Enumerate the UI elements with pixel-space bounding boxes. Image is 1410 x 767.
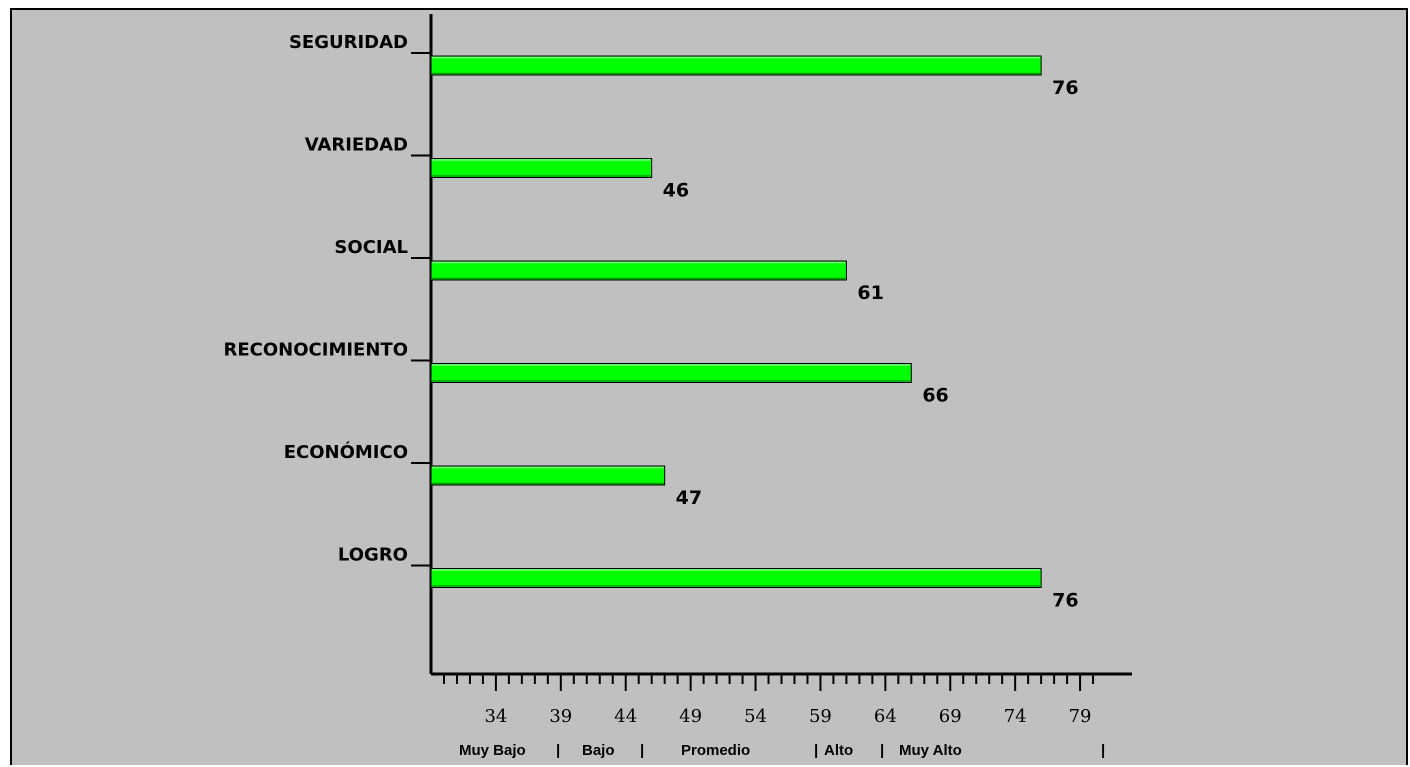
bar-0 bbox=[430, 55, 1042, 76]
band-separator-4: | bbox=[1101, 742, 1105, 759]
bars bbox=[430, 55, 1042, 588]
band-label-3: Alto bbox=[824, 742, 853, 759]
x-tick-label-5: 59 bbox=[809, 706, 832, 727]
x-tick-label-3: 49 bbox=[679, 706, 702, 727]
band-separator-3: | bbox=[880, 742, 884, 759]
band-label-4: Muy Alto bbox=[899, 742, 962, 759]
chart-frame: SEGURIDAD VARIEDAD SOCIAL RECONOCIMIENTO ECO… bbox=[10, 8, 1408, 765]
band-label-0: Muy Bajo bbox=[459, 742, 526, 759]
category-label-5: LOGRO bbox=[338, 545, 408, 566]
band-separator-1: | bbox=[640, 742, 644, 759]
bar-chart: SEGURIDAD VARIEDAD SOCIAL RECONOCIMIENTO ECO… bbox=[224, 14, 1132, 759]
band-separator-0: | bbox=[556, 742, 560, 759]
band-label-2: Promedio bbox=[681, 742, 750, 759]
category-label-3: RECONOCIMIENTO bbox=[224, 340, 409, 361]
value-label-5: 76 bbox=[1052, 590, 1078, 612]
band-labels: Muy Bajo | Bajo | Promedio | Alto | Muy Alto | bbox=[459, 742, 1105, 759]
value-label-3: 66 bbox=[922, 385, 948, 407]
x-tick-label-0: 34 bbox=[484, 706, 507, 727]
category-label-0: SEGURIDAD bbox=[289, 32, 408, 53]
category-labels: SEGURIDAD VARIEDAD SOCIAL RECONOCIMIENTO ECO… bbox=[224, 32, 431, 567]
bar-5 bbox=[430, 568, 1042, 588]
x-tick-label-6: 64 bbox=[874, 706, 897, 727]
category-label-2: SOCIAL bbox=[334, 237, 408, 258]
category-label-4: ECONÓMICO bbox=[284, 441, 408, 463]
x-tick-label-2: 44 bbox=[614, 706, 637, 727]
value-labels: 76 46 61 66 47 76 bbox=[663, 77, 1079, 612]
x-tick-label-8: 74 bbox=[1004, 706, 1027, 727]
value-label-4: 47 bbox=[676, 487, 702, 509]
value-label-1: 46 bbox=[663, 180, 689, 202]
x-tick-label-4: 54 bbox=[744, 706, 767, 727]
x-tick-label-7: 69 bbox=[939, 706, 962, 727]
x-tick-label-9: 79 bbox=[1069, 706, 1092, 727]
bar-3 bbox=[430, 363, 912, 383]
bar-4 bbox=[430, 465, 666, 486]
value-label-0: 76 bbox=[1052, 77, 1078, 99]
x-ticks: 34 39 44 49 54 59 64 69 74 79 bbox=[442, 674, 1095, 727]
band-separator-2: | bbox=[814, 742, 818, 759]
category-label-1: VARIEDAD bbox=[305, 135, 408, 156]
bar-1 bbox=[430, 158, 653, 178]
bar-2 bbox=[430, 260, 847, 281]
x-tick-label-1: 39 bbox=[549, 706, 572, 727]
band-label-1: Bajo bbox=[582, 742, 615, 759]
value-label-2: 61 bbox=[857, 282, 883, 304]
